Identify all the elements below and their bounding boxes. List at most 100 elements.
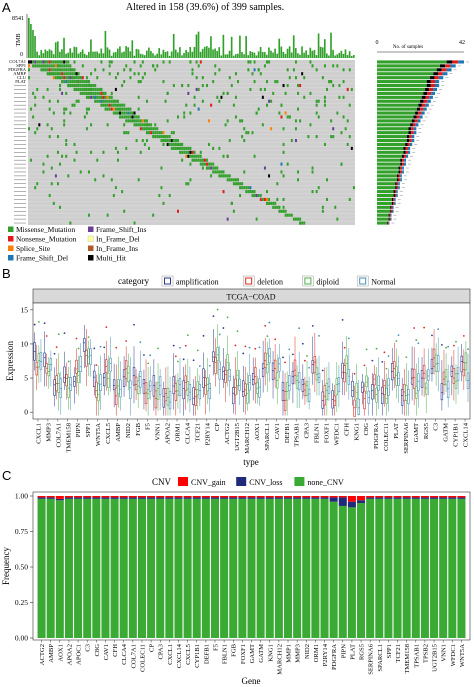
mutation-cell (69, 72, 72, 76)
legend-key (242, 275, 255, 287)
cnv-bar-segment-none_CNV (110, 498, 119, 638)
mutation-cell (148, 146, 151, 150)
side-bar-segment (400, 178, 402, 182)
mutation-cell (303, 221, 306, 225)
mutation-cell (212, 166, 215, 170)
cnv-bar-segment-CNV_gain (220, 496, 229, 498)
mutation-cell (201, 166, 204, 170)
cnv-bar-segment-none_CNV (174, 498, 183, 638)
mutation-cell (286, 83, 289, 88)
mutation-cell (112, 111, 115, 115)
box-body (172, 376, 175, 395)
mutation-cell (116, 111, 119, 115)
mutation-cell (67, 80, 70, 84)
mutation-cell (83, 115, 86, 119)
mutation-cell (278, 205, 281, 209)
side-bar-segment (409, 135, 412, 139)
mutation-cell (141, 119, 144, 123)
box-body (288, 375, 291, 392)
box-body (425, 382, 428, 395)
box-outlier (453, 344, 455, 347)
mutation-cell (239, 119, 242, 123)
panel-c-letter: C (2, 468, 11, 483)
mutation-cell (315, 111, 318, 115)
side-bar-segment (400, 158, 403, 162)
mutation-cell (199, 154, 202, 158)
mutation-cell (326, 178, 328, 182)
cnv-bar-segment-none_CNV (156, 498, 165, 638)
mutation-cell (332, 64, 335, 68)
mutation-cell (224, 174, 227, 178)
mutation-cell (28, 68, 30, 72)
cnv-bar-segment-none_CNV (183, 498, 192, 638)
side-bar-segment (452, 60, 459, 64)
legend-label: Normal (371, 278, 396, 287)
mutation-cell (121, 190, 124, 194)
mutation-cell (172, 146, 175, 150)
mutation-cell (83, 91, 86, 95)
mutation-cell (131, 115, 134, 119)
mutation-cell (61, 68, 64, 72)
mutation-cell (348, 135, 351, 139)
side-bar-segment (421, 111, 425, 115)
tmb-bar (241, 52, 243, 58)
side-bar-segment (408, 131, 412, 135)
side-bar-segment (392, 209, 394, 213)
mutation-cell (166, 91, 169, 95)
tmb-bar (69, 48, 72, 58)
box-outlier (447, 345, 450, 348)
mutation-cell (193, 103, 196, 107)
mutation-cell (48, 72, 51, 76)
mutation-cell (75, 150, 78, 154)
box-outlier (375, 347, 378, 350)
side-bar-segment (418, 111, 422, 115)
side-bar-segment (413, 115, 417, 119)
tmb-bar (237, 53, 239, 58)
mutation-cell (114, 111, 117, 115)
side-bar-missense (377, 111, 416, 115)
cnv-bar-segment-CNV_loss (448, 497, 457, 499)
tmb-bar (288, 46, 291, 58)
mutation-cell (292, 68, 295, 72)
cnv-bar-segment-CNV_gain (55, 496, 64, 499)
mutation-cell (28, 60, 30, 64)
mutation-cell (348, 103, 351, 107)
tmb-bar (315, 55, 318, 58)
cnv-bar-segment-none_CNV (137, 498, 146, 638)
tmb-bar (234, 54, 237, 58)
mutation-cell (342, 68, 345, 72)
mutation-cell (38, 64, 41, 68)
mutation-cell (263, 197, 266, 202)
mutation-cell (191, 68, 194, 72)
gene-tick-label: PLAT (349, 644, 356, 660)
cnv-bar-segment-CNV_loss (320, 497, 329, 499)
cnv-bar-segment-none_CNV (329, 501, 338, 638)
box-outlier (93, 347, 96, 350)
box-outlier (67, 360, 70, 363)
mutation-cell (63, 123, 66, 127)
side-bar-segment (425, 103, 429, 107)
mutation-cell (63, 80, 66, 84)
mutation-cell (85, 107, 88, 111)
cnv-bar-segment-CNV_gain (265, 496, 274, 498)
mutation-cell (230, 83, 233, 88)
cnv-bar-segment-CNV_loss (329, 497, 338, 502)
mutation-cell (116, 99, 119, 103)
box-body (345, 355, 348, 375)
side-bar-segment (450, 64, 456, 68)
tmb-bar (216, 50, 218, 58)
mutation-cell (218, 99, 221, 103)
mutation-cell (104, 103, 107, 107)
cnv-bar-segment-CNV_gain (101, 496, 110, 498)
mutation-cell (270, 99, 273, 103)
mutation-cell (170, 146, 173, 150)
mutation-cell (96, 95, 99, 99)
box-body (297, 372, 301, 391)
mutation-cell (32, 91, 35, 95)
mutation-cell (85, 127, 88, 131)
cnv-bar-segment-CNV_loss (119, 497, 128, 499)
gene-tick-label: CAV1 (103, 644, 110, 660)
side-bar-segment (388, 217, 390, 221)
mutation-cell (348, 197, 351, 202)
